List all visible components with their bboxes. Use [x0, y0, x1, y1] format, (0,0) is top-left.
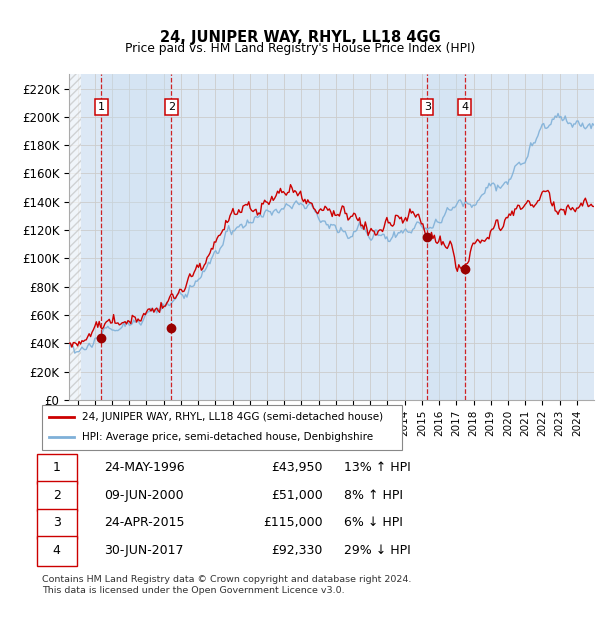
FancyBboxPatch shape: [42, 405, 402, 450]
Text: 24-APR-2015: 24-APR-2015: [104, 516, 185, 529]
Text: 4: 4: [53, 544, 61, 557]
Text: 2: 2: [167, 102, 175, 112]
FancyBboxPatch shape: [37, 536, 77, 566]
Text: 24-MAY-1996: 24-MAY-1996: [104, 461, 185, 474]
Text: 30-JUN-2017: 30-JUN-2017: [104, 544, 184, 557]
Bar: [101, 74, 171, 400]
Bar: [69, 74, 81, 400]
Text: 6% ↓ HPI: 6% ↓ HPI: [344, 516, 403, 529]
Text: 2: 2: [53, 489, 61, 502]
Text: £43,950: £43,950: [271, 461, 323, 474]
Text: 1: 1: [98, 102, 105, 112]
Text: £115,000: £115,000: [263, 516, 323, 529]
Text: £92,330: £92,330: [271, 544, 323, 557]
Text: Contains HM Land Registry data © Crown copyright and database right 2024.
This d: Contains HM Land Registry data © Crown c…: [42, 575, 412, 595]
Text: Price paid vs. HM Land Registry's House Price Index (HPI): Price paid vs. HM Land Registry's House …: [125, 42, 475, 55]
Text: HPI: Average price, semi-detached house, Denbighshire: HPI: Average price, semi-detached house,…: [82, 432, 373, 443]
Text: 4: 4: [461, 102, 468, 112]
Text: 24, JUNIPER WAY, RHYL, LL18 4GG (semi-detached house): 24, JUNIPER WAY, RHYL, LL18 4GG (semi-de…: [82, 412, 383, 422]
FancyBboxPatch shape: [37, 481, 77, 511]
Text: £51,000: £51,000: [271, 489, 323, 502]
Text: 09-JUN-2000: 09-JUN-2000: [104, 489, 184, 502]
Text: 1: 1: [53, 461, 61, 474]
Text: 13% ↑ HPI: 13% ↑ HPI: [344, 461, 411, 474]
Text: 24, JUNIPER WAY, RHYL, LL18 4GG: 24, JUNIPER WAY, RHYL, LL18 4GG: [160, 30, 440, 45]
Text: 29% ↓ HPI: 29% ↓ HPI: [344, 544, 411, 557]
FancyBboxPatch shape: [37, 454, 77, 484]
Bar: [427, 74, 465, 400]
Text: 8% ↑ HPI: 8% ↑ HPI: [344, 489, 403, 502]
Text: 3: 3: [53, 516, 61, 529]
FancyBboxPatch shape: [37, 509, 77, 539]
Text: 3: 3: [424, 102, 431, 112]
